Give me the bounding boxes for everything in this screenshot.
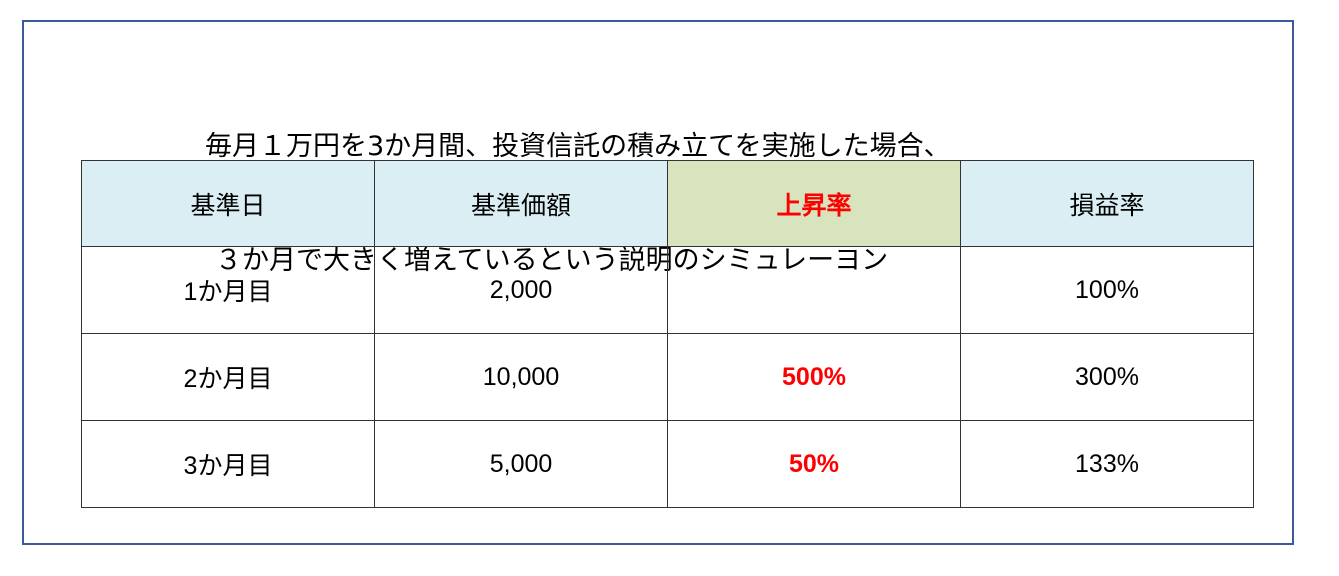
cell-rise-rate	[667, 246, 961, 334]
cell-profit-rate: 300%	[960, 333, 1254, 421]
table-row: 3か月目 5,000 50% 133%	[81, 420, 1254, 508]
table-header-row: 基準日 基準価額 上昇率 損益率	[81, 160, 1254, 247]
cell-nav: 10,000	[374, 333, 668, 421]
cell-profit-rate: 100%	[960, 246, 1254, 334]
document-frame	[22, 20, 1294, 545]
header-profit-rate: 損益率	[960, 160, 1254, 247]
cell-nav: 5,000	[374, 420, 668, 508]
header-nav: 基準価額	[374, 160, 668, 247]
cell-nav: 2,000	[374, 246, 668, 334]
table-row: 1か月目 2,000 100%	[81, 246, 1254, 334]
cell-rise-rate: 500%	[667, 333, 961, 421]
cell-date: 2か月目	[81, 333, 375, 421]
header-date: 基準日	[81, 160, 375, 247]
cell-date: 3か月目	[81, 420, 375, 508]
title-line-1: 毎月１万円を3か月間、投資信託の積み立てを実施した場合、	[205, 131, 951, 162]
simulation-table: 基準日 基準価額 上昇率 損益率 1か月目 2,000 100% 2か月目 10…	[81, 160, 1254, 508]
table-row: 2か月目 10,000 500% 300%	[81, 333, 1254, 421]
header-rise-rate: 上昇率	[667, 160, 961, 247]
cell-profit-rate: 133%	[960, 420, 1254, 508]
cell-date: 1か月目	[81, 246, 375, 334]
cell-rise-rate: 50%	[667, 420, 961, 508]
